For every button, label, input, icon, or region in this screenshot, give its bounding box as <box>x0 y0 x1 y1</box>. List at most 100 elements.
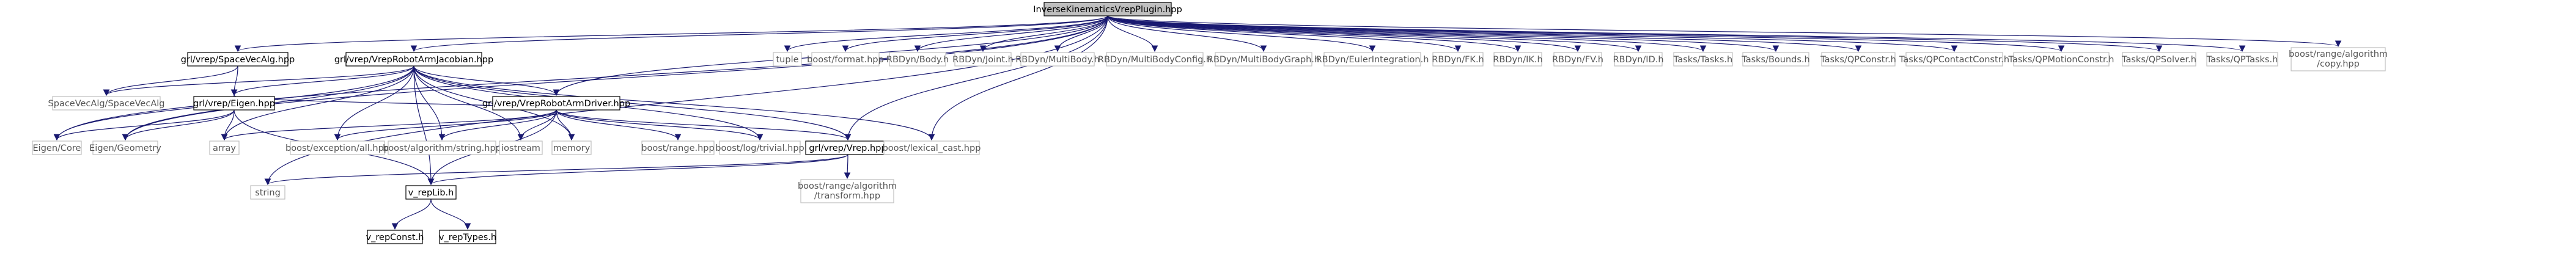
node-tasks-qpconstr[interactable]: Tasks/QPConstr.h <box>1820 52 1896 67</box>
node-box <box>1742 52 1809 67</box>
node-svalib[interactable]: SpaceVecAlg/SpaceVecAlg <box>48 96 165 111</box>
edge-root-to-rbdyn-fv <box>1107 15 1581 53</box>
node-tasks-qpmotion[interactable]: Tasks/QPMotionConstr.h <box>2008 52 2114 67</box>
edge-root-to-tasks-tasks <box>1107 15 1707 53</box>
edge-root-to-rbdyn-euler <box>1107 15 1376 53</box>
node-tasks-bounds[interactable]: Tasks/Bounds.h <box>1741 52 1810 67</box>
node-jacobian-hpp[interactable]: grl/vrep/VrepRobotArmJacobian.hpp <box>334 52 493 67</box>
edge-root-to-rbdyn-mbconfig <box>1107 15 1158 53</box>
edge-root-to-tasks-qpconstr <box>1107 15 1861 53</box>
edge-root-to-eigen-geometry <box>122 15 1108 141</box>
node-boost-log[interactable]: boost/log/trivial.hpp <box>715 140 804 155</box>
node-v-reptypes[interactable]: v_repTypes.h <box>439 230 496 244</box>
node-rbdyn-mbgraph[interactable]: RBDyn/MultiBodyGraph.h <box>1207 52 1320 67</box>
node-eigen-core[interactable]: Eigen/Core <box>32 140 82 155</box>
node-root[interactable]: InverseKinematicsVrepPlugin.hpp <box>1033 2 1182 16</box>
node-box <box>1323 52 1421 67</box>
node-label: string <box>255 188 281 198</box>
node-boost-exception[interactable]: boost/exception/all.hpp <box>285 140 389 155</box>
node-array[interactable]: array <box>209 140 240 155</box>
edge-root-to-boost-format <box>842 15 1108 53</box>
node-label: v_repTypes.h <box>439 233 496 242</box>
edge-spacevecalg-hpp-to-svalib <box>103 65 238 96</box>
node-boost-algo-string[interactable]: boost/algorithm/string.hpp <box>383 140 501 155</box>
node-label: /copy.hpp <box>2317 59 2360 69</box>
node-eigen-hpp[interactable]: grl/vrep/Eigen.hpp <box>193 96 275 111</box>
edge-armdriver-hpp-to-boost-exception <box>334 109 557 141</box>
node-box <box>187 52 289 67</box>
node-boost-range[interactable]: boost/range.hpp <box>641 140 715 155</box>
node-tasks-qptasks[interactable]: Tasks/QPTasks.h <box>2206 52 2278 67</box>
node-rbdyn-multibody[interactable]: RBDyn/MultiBody.h <box>1015 52 1100 67</box>
node-box <box>1020 52 1095 67</box>
edge-vrep-hpp-to-v-replib <box>427 154 848 186</box>
node-rbdyn-fk[interactable]: RBDyn/FK.h <box>1432 52 1484 67</box>
edge-root-to-eigen-core <box>53 15 1108 141</box>
node-box <box>1614 52 1663 67</box>
node-tasks-qpsolver[interactable]: Tasks/QPSolver.h <box>2121 52 2196 67</box>
node-eigen-geometry[interactable]: Eigen/Geometry <box>89 140 161 155</box>
edge-root-to-boost-copy <box>1107 15 2341 48</box>
node-label: Tasks/QPMotionConstr.h <box>2008 55 2114 65</box>
node-box <box>641 140 715 155</box>
edge-jacobian-hpp-to-v-replib <box>413 65 435 186</box>
node-rbdyn-euler[interactable]: RBDyn/EulerIntegration.h <box>1316 52 1429 67</box>
node-rbdyn-id[interactable]: RBDyn/ID.h <box>1613 52 1664 67</box>
node-box <box>492 96 620 111</box>
node-tasks-qpcontact[interactable]: Tasks/QPContactConstr.h <box>1899 52 2009 67</box>
node-box <box>1821 52 1896 67</box>
node-string[interactable]: string <box>250 185 285 200</box>
node-label: boost/lexical_cast.hpp <box>883 144 981 153</box>
edge-vrep-hpp-to-string <box>264 154 848 186</box>
edge-root-to-rbdyn-id <box>1107 15 1642 53</box>
node-boost-transform[interactable]: boost/range/algorithm/transform.hpp <box>798 179 897 203</box>
node-box <box>1106 52 1204 67</box>
node-label: boost/range/algorithm <box>798 181 897 191</box>
edge-armdriver-hpp-to-vrep-hpp <box>556 109 852 141</box>
edge-root-to-rbdyn-mbgraph <box>1107 15 1267 53</box>
node-box <box>773 52 802 67</box>
node-tuple[interactable]: tuple <box>773 52 802 67</box>
node-box <box>551 140 592 155</box>
node-label: Tasks/Tasks.h <box>1673 55 1732 65</box>
edge-root-to-tasks-qptasks <box>1107 15 2245 53</box>
node-iostream[interactable]: iostream <box>499 140 543 155</box>
node-tasks-tasks[interactable]: Tasks/Tasks.h <box>1673 52 1733 67</box>
edge-eigen-hpp-to-eigen-geometry <box>122 109 235 141</box>
node-label: RBDyn/Joint.h <box>952 55 1014 65</box>
node-v-replib[interactable]: v_repLib.h <box>405 185 457 200</box>
node-label: v_repLib.h <box>408 188 454 198</box>
node-label: RBDyn/MultiBodyConfig.h <box>1098 55 1212 65</box>
node-label: Tasks/Bounds.h <box>1741 55 1810 65</box>
node-box <box>889 52 946 67</box>
node-label: RBDyn/FV.h <box>1552 55 1603 65</box>
node-box <box>405 185 457 200</box>
node-rbdyn-ik[interactable]: RBDyn/IK.h <box>1493 52 1543 67</box>
node-rbdyn-joint[interactable]: RBDyn/Joint.h <box>952 52 1014 67</box>
edge-jacobian-hpp-to-armdriver-hpp <box>413 65 560 96</box>
node-spacevecalg-hpp[interactable]: grl/vrep/SpaceVecAlg.hpp <box>181 52 295 67</box>
node-boost-lexical[interactable]: boost/lexical_cast.hpp <box>883 140 981 155</box>
node-label: RBDyn/MultiBody.h <box>1015 55 1100 65</box>
node-box <box>1493 52 1542 67</box>
node-rbdyn-body[interactable]: RBDyn/Body.h <box>886 52 949 67</box>
node-label: Tasks/QPSolver.h <box>2121 55 2196 65</box>
node-label: memory <box>553 144 591 153</box>
node-armdriver-hpp[interactable]: grl/vrep/VrepRobotArmDriver.hpp <box>482 96 630 111</box>
node-vrep-hpp[interactable]: grl/vrep/Vrep.hpp <box>805 140 891 155</box>
node-rbdyn-mbconfig[interactable]: RBDyn/MultiBodyConfig.h <box>1098 52 1212 67</box>
node-memory[interactable]: memory <box>551 140 592 155</box>
node-label: RBDyn/ID.h <box>1613 55 1663 65</box>
node-boost-format[interactable]: boost/format.hpp <box>807 52 884 67</box>
node-v-repconst[interactable]: v_repConst.h <box>366 230 424 244</box>
edge-jacobian-hpp-to-boost-lexical <box>413 65 935 141</box>
node-label: grl/vrep/Eigen.hpp <box>193 99 275 109</box>
node-rbdyn-fv[interactable]: RBDyn/FV.h <box>1552 52 1603 67</box>
node-box <box>92 140 158 155</box>
node-box <box>1905 52 2003 67</box>
node-label: Tasks/QPConstr.h <box>1820 55 1896 65</box>
edge-spacevecalg-hpp-to-eigen-hpp <box>230 65 238 96</box>
edge-root-to-boost-lexical <box>928 15 1108 141</box>
node-boost-copy[interactable]: boost/range/algorithm/copy.hpp <box>2289 47 2388 71</box>
